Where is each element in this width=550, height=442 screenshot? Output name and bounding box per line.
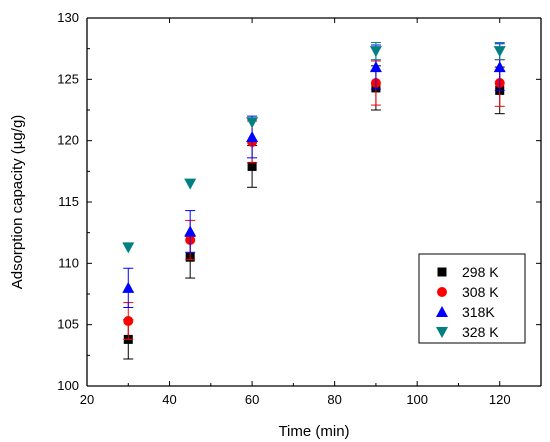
data-point — [247, 161, 257, 171]
y-tick-label: 110 — [58, 255, 79, 270]
y-tick-label: 115 — [58, 194, 79, 209]
data-point — [369, 61, 382, 73]
data-point — [369, 46, 382, 58]
legend-label: 328 K — [462, 324, 499, 340]
legend-label: 308 K — [462, 284, 499, 300]
x-tick-label: 100 — [406, 392, 428, 407]
x-tick-label: 40 — [162, 392, 176, 407]
legend: 298 K 308 K 318K 328 K — [418, 253, 526, 344]
series-4 — [122, 42, 506, 254]
axis-ticks: 20 40 60 80 100 120 100 105 110 115 120 125 130 — [57, 10, 541, 407]
x-tick-label: 80 — [327, 392, 341, 407]
y-tick-label: 120 — [57, 133, 79, 148]
data-point — [122, 242, 135, 254]
data-point — [246, 130, 259, 142]
data-point — [493, 46, 506, 58]
legend-marker — [437, 287, 447, 297]
y-tick-label: 100 — [57, 378, 79, 393]
data-marks — [122, 42, 506, 360]
legend-marker — [437, 267, 447, 277]
series-3 — [122, 43, 506, 308]
x-tick-label: 120 — [489, 392, 511, 407]
data-point — [184, 178, 197, 190]
y-tick-label: 130 — [57, 10, 79, 25]
x-tick-label: 60 — [245, 392, 259, 407]
y-tick-label: 125 — [57, 71, 79, 86]
data-point — [493, 61, 506, 73]
legend-label: 318K — [462, 304, 495, 320]
plot-area: 20 40 60 80 100 120 100 105 110 115 120 125 130 — [57, 10, 542, 407]
y-tick-label: 105 — [57, 317, 79, 332]
y-axis-title: Adsorption capacity (µg/g) — [9, 115, 26, 290]
legend-marker — [436, 327, 448, 338]
data-point — [123, 315, 134, 326]
data-point — [246, 117, 259, 129]
data-point — [184, 225, 197, 237]
x-tick-label: 20 — [80, 392, 94, 407]
x-axis-title: Time (min) — [278, 423, 349, 440]
legend-label: 298 K — [462, 264, 499, 280]
legend-marker — [436, 306, 448, 317]
data-point — [122, 281, 135, 293]
